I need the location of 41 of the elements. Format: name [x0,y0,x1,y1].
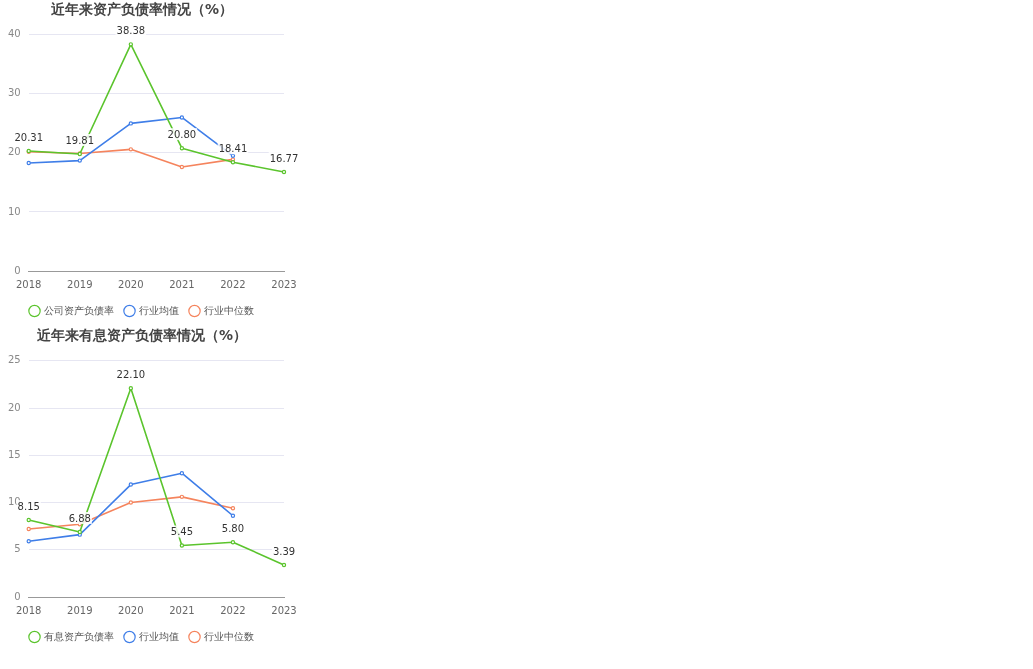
x-tick-label: 2019 [67,278,93,290]
x-tick-label: 2023 [271,278,297,290]
y-tick-label: 30 [7,87,21,99]
data-label: 5.45 [170,526,194,538]
x-tick-label: 2020 [118,278,144,290]
x-tick-label: 2019 [67,604,93,616]
y-tick-label: 20 [7,146,21,158]
data-label: 20.80 [167,128,197,140]
x-tick-label: 2020 [118,604,144,616]
data-label: 22.10 [116,368,146,380]
y-tick-label: 0 [14,264,21,276]
x-tick-label: 2018 [16,604,42,616]
chart-title: 近年来有息资产负债率情况（%） [35,327,248,344]
data-label: 6.88 [68,512,91,524]
y-tick-label: 0 [14,590,21,602]
y-tick-label: 10 [7,205,21,217]
data-label: 18.41 [218,142,248,154]
legend-label: 行业均值 [138,304,179,316]
x-tick-label: 2022 [220,278,246,290]
data-label: 38.38 [116,24,146,36]
legend-label: 有息资产负债率 [43,630,114,642]
data-label: 3.39 [272,545,296,557]
y-tick-label: 40 [7,28,21,40]
x-tick-label: 2023 [271,604,297,616]
y-tick-label: 15 [7,448,21,460]
legend-label: 行业中位数 [203,630,254,642]
data-label: 20.31 [14,131,44,143]
y-tick-label: 25 [7,354,21,366]
x-tick-label: 2022 [220,604,246,616]
legend-label: 公司资产负债率 [43,304,114,316]
y-tick-label: 20 [7,401,21,413]
data-label: 19.81 [65,134,95,146]
data-label: 5.80 [221,522,245,534]
legend-label: 行业均值 [138,630,179,642]
x-tick-label: 2021 [169,278,195,290]
chart-title: 近年来资产负债率情况（%） [49,1,234,18]
y-tick-label: 5 [14,543,21,555]
data-label: 16.77 [269,152,299,164]
legend-label: 行业中位数 [203,304,254,316]
x-tick-label: 2018 [16,278,42,290]
x-tick-label: 2021 [169,604,195,616]
